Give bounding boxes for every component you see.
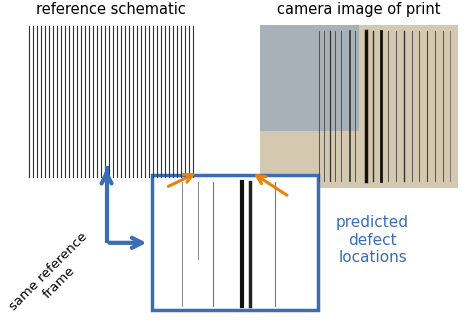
Bar: [260, 25, 458, 188]
Bar: [260, 25, 358, 131]
Bar: [152, 175, 318, 310]
Text: reference schematic: reference schematic: [36, 2, 186, 17]
Text: camera image of print: camera image of print: [277, 2, 440, 17]
Bar: [26, 25, 197, 178]
Text: same reference
frame: same reference frame: [7, 230, 100, 324]
Text: predicted
defect
locations: predicted defect locations: [336, 215, 409, 265]
